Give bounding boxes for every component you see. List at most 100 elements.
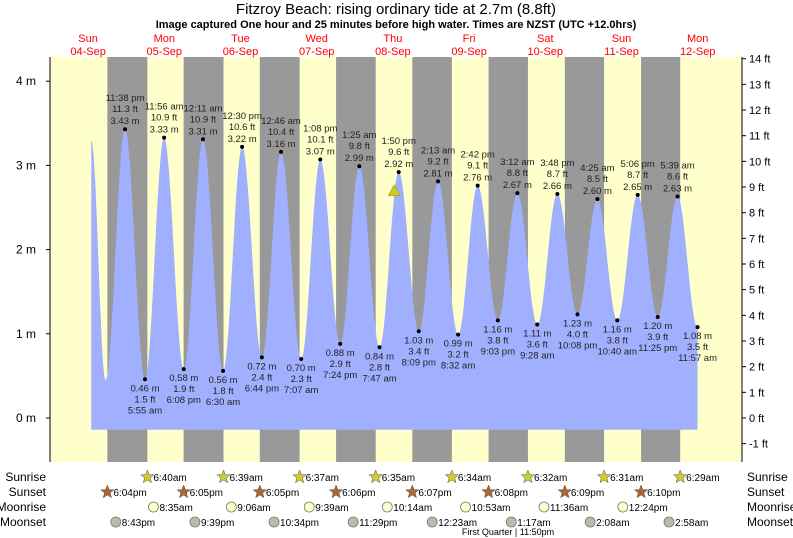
- sunrise-event: 6:37am: [292, 469, 339, 484]
- sunrise-event: 6:35am: [368, 469, 415, 484]
- sunset-time: 6:05pm: [190, 488, 223, 499]
- high-tide-point: 4:25 am8.5 ft2.60 m: [580, 163, 615, 202]
- tide-label: 9.6 ft: [388, 147, 409, 158]
- sunset-time: 6:04pm: [113, 488, 146, 499]
- low-tide-point: 1.11 m3.6 ft9:28 am: [520, 322, 555, 362]
- sunrise-time: 6:34am: [458, 473, 491, 484]
- sunset-icon: [328, 484, 344, 499]
- tide-label: 3.4 ft: [408, 346, 429, 357]
- high-tide-point: 2:42 pm9.1 ft2.76 m: [461, 150, 495, 188]
- tide-dot: [142, 377, 147, 382]
- tide-label: 10.9 ft: [151, 113, 178, 124]
- tide-label: 6:44 pm: [245, 383, 279, 394]
- sunrise-time: 6:40am: [153, 473, 186, 484]
- tide-label: 3.8 ft: [487, 335, 508, 346]
- sunrise-icon: [216, 469, 231, 484]
- tide-label: 3.33 m: [150, 125, 179, 136]
- moonrise-icon: [225, 501, 237, 513]
- tide-label: 11:57 am: [678, 353, 717, 364]
- sunrise-time: 6:32am: [534, 473, 567, 484]
- sunset-time: 6:08pm: [495, 488, 528, 499]
- tide-label: 4.0 ft: [567, 329, 588, 340]
- tide-dot: [123, 127, 128, 132]
- moonset-icon: [505, 516, 517, 528]
- low-tide-point: 0.99 m3.2 ft8:32 am: [441, 332, 475, 372]
- day-name: Tue: [231, 33, 250, 45]
- tide-label: 0.84 m: [365, 351, 394, 362]
- tide-label: 0.72 m: [247, 361, 276, 372]
- tide-label: 6:30 am: [206, 397, 240, 408]
- sunset-time: 6:10pm: [647, 488, 680, 499]
- right-tick-label: 3 ft: [749, 336, 764, 348]
- moonrise-icon: [303, 501, 315, 513]
- moonrise-event: 12:24pm: [617, 501, 668, 514]
- tide-label: 7:07 am: [284, 385, 318, 396]
- tide-label: 1:08 pm: [303, 124, 337, 135]
- tide-dot: [495, 318, 500, 323]
- tide-label: 1.11 m: [523, 329, 551, 340]
- moonset-time: 10:34pm: [280, 518, 319, 529]
- sunset-time: 6:06pm: [342, 488, 375, 499]
- tide-label: 3.9 ft: [647, 332, 668, 343]
- tide-dot: [221, 368, 226, 373]
- moonrise-event: 9:39am: [303, 501, 349, 514]
- tide-dot: [475, 183, 480, 188]
- sunrise-icon: [520, 469, 536, 484]
- tide-label: 1.16 m: [483, 324, 512, 335]
- tide-label: 1.08 m: [683, 331, 712, 342]
- high-tide-point: 1:25 am9.8 ft2.99 m: [342, 130, 377, 169]
- sunset-event: 6:05pm: [252, 484, 299, 499]
- tide-label: 8.5 ft: [587, 174, 608, 185]
- tide-label: 1.23 m: [563, 318, 592, 329]
- moonrise-time: 12:24pm: [629, 503, 668, 514]
- tide-label: 9:28 am: [520, 351, 554, 362]
- tide-label: 10.4 ft: [268, 127, 295, 138]
- moonrise-time: 10:53am: [472, 503, 511, 514]
- right-tick-label: 14 ft: [749, 54, 770, 66]
- tide-label: 12:46 am: [261, 116, 301, 127]
- sunrise-icon: [368, 469, 384, 484]
- sunset-icon: [252, 484, 268, 499]
- day-date: 11-Sep: [604, 46, 639, 58]
- tide-dot: [515, 191, 520, 196]
- moonset-time: 2:58am: [675, 518, 708, 529]
- moonset-icon: [663, 516, 675, 528]
- tide-label: 9.1 ft: [467, 161, 488, 172]
- day-date: 05-Sep: [147, 46, 182, 58]
- tide-label: 1.5 ft: [134, 394, 155, 405]
- tide-label: 2.63 m: [663, 184, 692, 195]
- day-name: Sun: [78, 33, 98, 45]
- tide-label: 3.22 m: [228, 134, 257, 145]
- sunset-icon: [557, 484, 573, 499]
- tide-label: 9.8 ft: [349, 141, 370, 152]
- tide-label: 3:48 pm: [540, 158, 574, 169]
- tide-label: 2.3 ft: [291, 374, 312, 385]
- sunrise-icon: [140, 469, 155, 484]
- moonset-time: 8:43pm: [122, 518, 155, 529]
- day-date: 06-Sep: [223, 46, 258, 58]
- right-tick-label: 4 ft: [749, 310, 764, 322]
- tide-dot: [357, 164, 362, 169]
- tide-dot: [259, 355, 264, 360]
- sunrise-event: 6:39am: [216, 469, 263, 484]
- day-name: Mon: [687, 33, 708, 45]
- sunrise-icon: [292, 469, 307, 484]
- moonset-event: 8:43pm: [110, 516, 155, 529]
- sunset-icon: [633, 484, 649, 499]
- day-date: 07-Sep: [299, 46, 334, 58]
- moonset-icon: [584, 516, 596, 528]
- sunrise-event: 6:40am: [140, 469, 187, 484]
- moonset-event: 10:34pm: [268, 516, 319, 529]
- tide-label: 3.2 ft: [448, 350, 469, 361]
- sunrise-icon: [596, 469, 612, 484]
- tide-label: 5:06 pm: [621, 159, 655, 170]
- tide-label: 8.7 ft: [547, 169, 568, 180]
- right-tick-label: 9 ft: [749, 182, 764, 194]
- tide-dot: [240, 144, 245, 149]
- tide-label: 6:08 pm: [167, 395, 201, 406]
- high-tide-point: 3:48 pm8.7 ft2.66 m: [540, 158, 575, 197]
